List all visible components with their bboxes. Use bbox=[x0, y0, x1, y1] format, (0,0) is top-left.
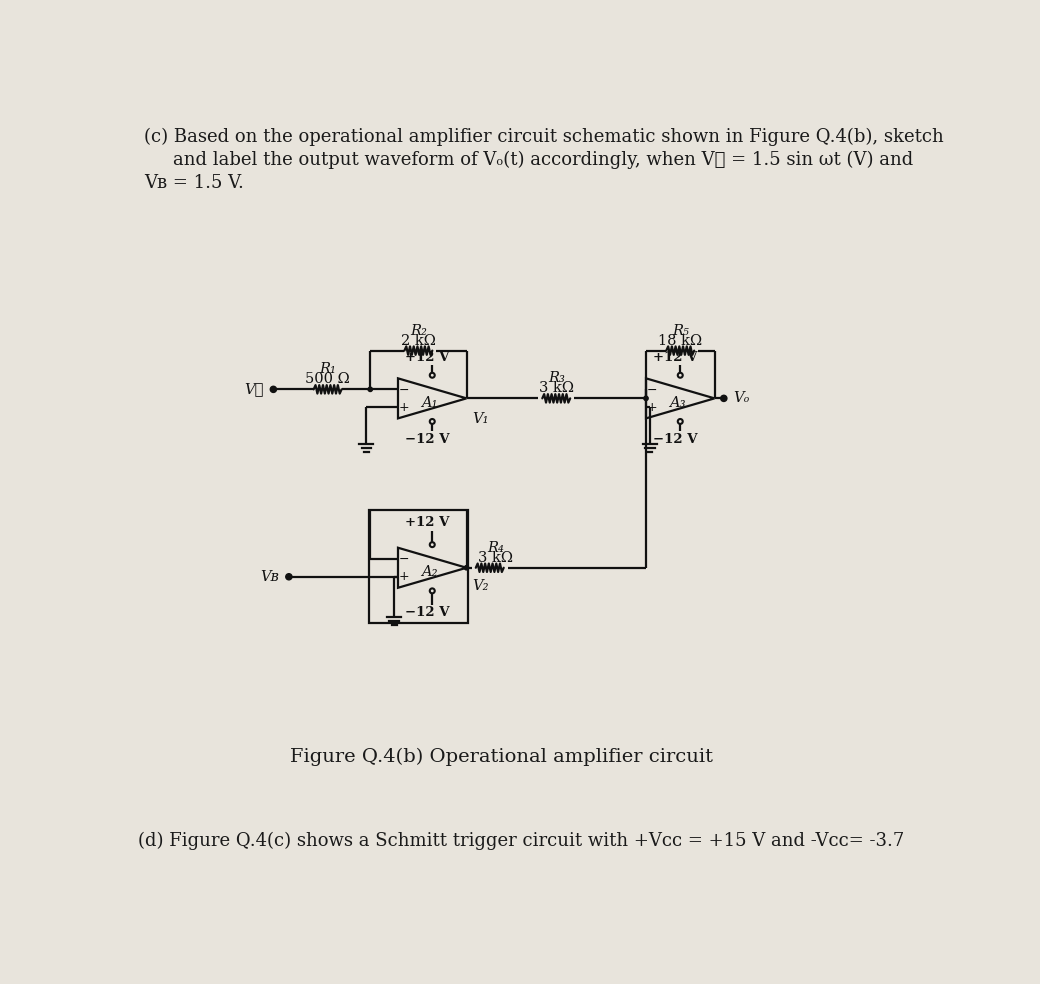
Text: 500 Ω: 500 Ω bbox=[306, 372, 350, 387]
Text: −12 V: −12 V bbox=[406, 606, 450, 619]
Text: V⁁: V⁁ bbox=[244, 383, 264, 397]
Text: R₅: R₅ bbox=[672, 324, 688, 338]
Circle shape bbox=[286, 574, 292, 580]
Circle shape bbox=[464, 566, 469, 570]
Text: R₃: R₃ bbox=[548, 371, 565, 386]
Bar bbox=[369, 510, 468, 623]
Text: $+$: $+$ bbox=[646, 400, 657, 414]
Text: 18 kΩ: 18 kΩ bbox=[658, 334, 702, 347]
Text: +12 V: +12 V bbox=[653, 350, 698, 364]
Text: $+$: $+$ bbox=[398, 571, 410, 584]
Text: $+$: $+$ bbox=[398, 400, 410, 414]
Text: Figure Q.4(b) Operational amplifier circuit: Figure Q.4(b) Operational amplifier circ… bbox=[290, 747, 713, 766]
Circle shape bbox=[368, 387, 372, 392]
Text: V₁: V₁ bbox=[473, 412, 489, 426]
Text: −12 V: −12 V bbox=[653, 433, 698, 446]
Text: $-$: $-$ bbox=[646, 383, 657, 396]
Text: and label the output waveform of Vₒ(t) accordingly, when V⁁ = 1.5 sin ωt (V) and: and label the output waveform of Vₒ(t) a… bbox=[173, 151, 913, 168]
Text: Vₒ: Vₒ bbox=[733, 392, 750, 405]
Text: A₂: A₂ bbox=[421, 566, 438, 580]
Text: R₁: R₁ bbox=[319, 362, 336, 376]
Text: 2 kΩ: 2 kΩ bbox=[401, 334, 436, 347]
Text: R₂: R₂ bbox=[410, 324, 426, 338]
Text: 3 kΩ: 3 kΩ bbox=[478, 551, 514, 565]
Text: (c) Based on the operational amplifier circuit schematic shown in Figure Q.4(b),: (c) Based on the operational amplifier c… bbox=[144, 127, 943, 146]
Text: $-$: $-$ bbox=[398, 383, 410, 396]
Text: 3 kΩ: 3 kΩ bbox=[539, 381, 574, 396]
Text: V₂: V₂ bbox=[473, 580, 489, 593]
Text: Vʙ = 1.5 V.: Vʙ = 1.5 V. bbox=[144, 173, 243, 192]
Circle shape bbox=[270, 387, 277, 393]
Text: (d) Figure Q.4(c) shows a Schmitt trigger circuit with +Vᴄᴄ = +15 V and -Vᴄᴄ= -3: (d) Figure Q.4(c) shows a Schmitt trigge… bbox=[137, 832, 904, 850]
Text: A₁: A₁ bbox=[421, 396, 438, 410]
Circle shape bbox=[644, 397, 648, 400]
Text: $-$: $-$ bbox=[398, 552, 410, 565]
Text: R₄: R₄ bbox=[488, 540, 504, 555]
Text: A₃: A₃ bbox=[669, 396, 685, 410]
Text: Vʙ: Vʙ bbox=[261, 570, 280, 584]
Text: −12 V: −12 V bbox=[406, 433, 450, 446]
Text: +12 V: +12 V bbox=[406, 350, 449, 364]
Circle shape bbox=[721, 396, 727, 401]
Text: +12 V: +12 V bbox=[406, 517, 449, 529]
